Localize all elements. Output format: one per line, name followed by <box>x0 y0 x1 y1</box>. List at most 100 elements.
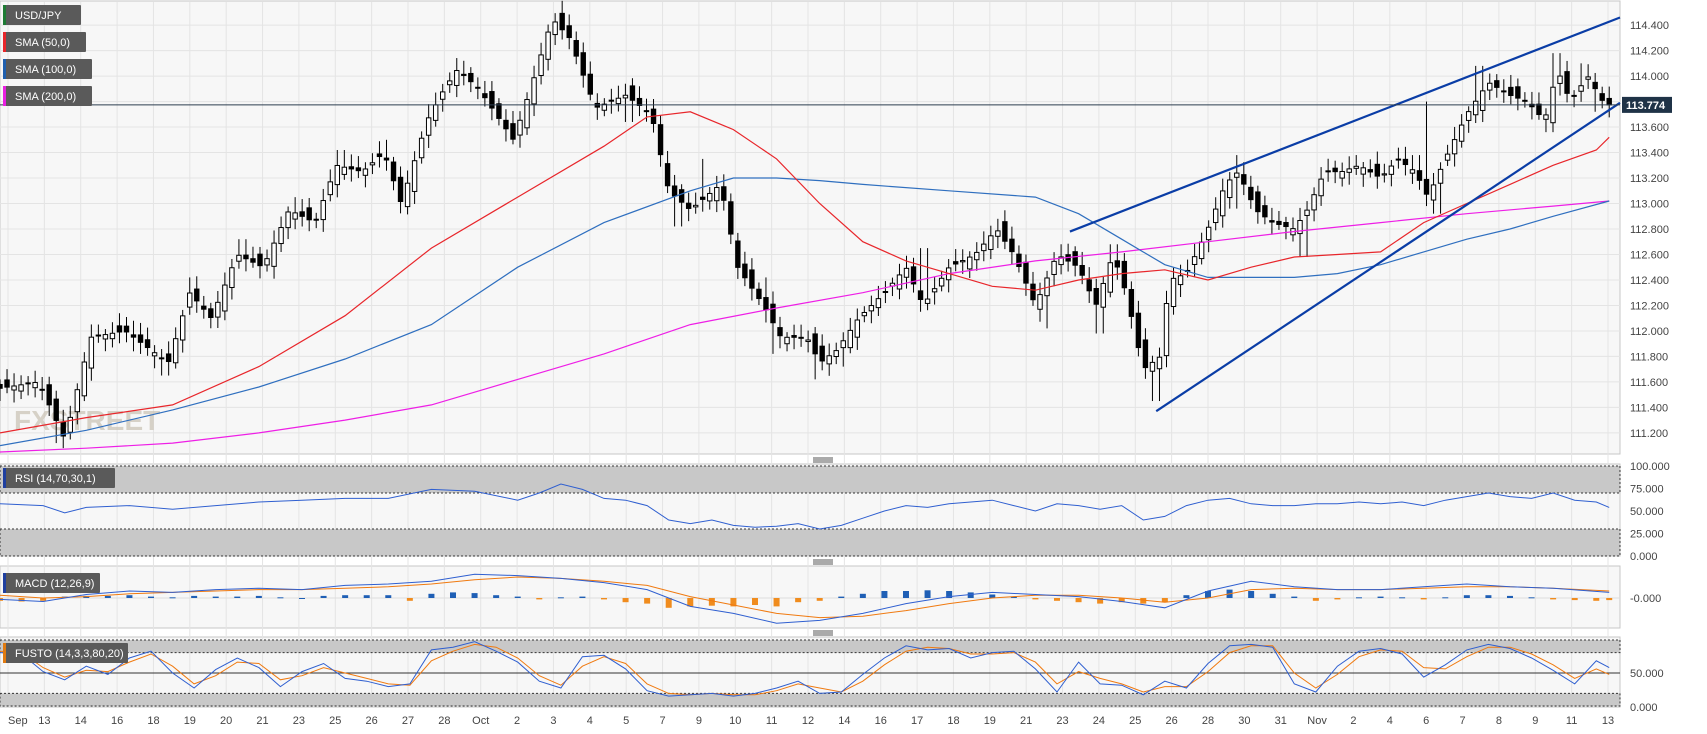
macd-hist-bar-negative <box>1593 598 1600 601</box>
candle-bull <box>236 254 242 262</box>
candle-bull <box>924 298 931 304</box>
x-tick-label: 26 <box>1166 715 1178 727</box>
macd-hist-bar-negative <box>600 598 607 600</box>
fusto-tick-label: 0.000 <box>1630 702 1658 714</box>
x-tick-label: 13 <box>1602 715 1614 727</box>
macd-hist-bar-negative <box>406 598 413 601</box>
macd-hist-bar-negative <box>730 598 737 607</box>
x-tick-label: 9 <box>1532 715 1538 727</box>
x-tick-label: 18 <box>147 715 159 727</box>
candle-bear <box>742 263 748 279</box>
candle-bull <box>1578 85 1584 92</box>
legend-usd-jpy-bg <box>3 5 81 25</box>
macd-hist-bar-positive <box>924 590 931 598</box>
candle-bull <box>1585 76 1591 80</box>
macd-hist-bar-positive <box>967 592 974 598</box>
candle-bear <box>1276 220 1282 225</box>
price-tick-label: 114.400 <box>1630 20 1669 32</box>
candle-bear <box>671 185 678 197</box>
macd-hist-bar-negative <box>708 598 715 606</box>
legend-sma-50-0-label: SMA (50,0) <box>15 37 70 49</box>
candle-bull <box>805 339 811 343</box>
candle-bull <box>1557 75 1563 84</box>
candle-bear <box>791 335 797 338</box>
macd-line <box>0 573 1610 624</box>
legend-sma-100-0[interactable]: SMA (100,0) <box>3 59 92 79</box>
candle-bull <box>180 315 186 341</box>
x-tick-label: 26 <box>366 715 378 727</box>
price-tick-label: 112.200 <box>1630 300 1669 312</box>
legend-sma-50-0[interactable]: SMA (50,0) <box>3 32 86 52</box>
candle-bull <box>903 267 910 278</box>
candle-bull <box>1149 361 1156 372</box>
candle-bear <box>130 334 137 338</box>
macd-hist-bar-negative <box>536 598 543 600</box>
candle-bull <box>538 54 544 77</box>
x-tick-label: 10 <box>729 715 741 727</box>
resize-handle-fusto[interactable] <box>813 630 833 636</box>
candle-bear <box>475 86 481 89</box>
candle-bull <box>1100 282 1106 308</box>
candle-bear <box>1114 260 1121 268</box>
macd-hist-bar-negative <box>1312 598 1319 601</box>
candle-bear <box>165 353 172 363</box>
candle-bull <box>1472 100 1479 116</box>
x-tick-label: 31 <box>1275 715 1287 727</box>
legend-usd-jpy[interactable]: USD/JPY <box>3 5 81 25</box>
macd-hist-bar-negative <box>1161 598 1168 603</box>
macd-hist-bar-positive <box>1377 596 1384 598</box>
candle-bear <box>1374 163 1381 177</box>
candle-bear <box>1522 99 1528 102</box>
candle-bear <box>1135 312 1142 349</box>
macd-hist-bar-negative <box>1097 598 1104 604</box>
legend-sma-200-0[interactable]: SMA (200,0) <box>3 86 92 106</box>
macd-hist-bar-negative <box>1053 598 1060 601</box>
macd-hist-bar-negative <box>1571 598 1578 601</box>
candle-bear <box>749 269 755 289</box>
resize-handle-macd[interactable] <box>813 559 833 565</box>
legend-fusto[interactable]: FUSTO (14,3,3,80,20) <box>3 643 128 663</box>
candle-bull <box>1051 260 1057 275</box>
candle-bull <box>1451 139 1458 155</box>
candle-bear <box>1536 103 1542 116</box>
candle-bear <box>1402 158 1409 166</box>
macd-hist-bar-negative <box>1420 598 1427 600</box>
candle-bull <box>938 277 945 287</box>
candle-bull <box>313 218 319 221</box>
candle-bear <box>1592 81 1598 90</box>
x-tick-label: 11 <box>766 715 777 727</box>
x-tick-label: 16 <box>875 715 887 727</box>
legend-macd[interactable]: MACD (12,26,9) <box>3 573 100 593</box>
macd-hist-bar-positive <box>212 596 219 598</box>
macd-tick-label: -0.000 <box>1630 593 1661 605</box>
candle-bull <box>868 305 875 312</box>
candle-bull <box>615 97 622 105</box>
macd-hist-bar-negative <box>795 598 802 603</box>
legend-rsi[interactable]: RSI (14,70,30,1) <box>3 468 115 488</box>
candle-bear <box>1079 265 1085 276</box>
resize-handle-rsi[interactable] <box>813 457 833 463</box>
candle-bull <box>1177 275 1184 286</box>
candle-bear <box>4 379 10 388</box>
x-tick-label: 30 <box>1238 715 1250 727</box>
macd-hist-bar-positive <box>1442 597 1449 599</box>
candle-bull <box>229 267 235 289</box>
x-tick-label: 27 <box>402 715 414 727</box>
candle-bull <box>1227 179 1233 199</box>
price-tick-label: 111.200 <box>1630 428 1668 440</box>
macd-hist-bar-positive <box>1010 596 1017 598</box>
candle-bull <box>833 350 839 358</box>
price-tick-label: 112.000 <box>1630 326 1669 338</box>
fusto-k-line <box>0 641 1610 697</box>
legends: USD/JPY SMA (50,0) SMA (100,0) SMA (200,0) R… <box>3 5 128 663</box>
macd-hist-bar-positive <box>1485 595 1492 598</box>
candle-bear <box>566 25 572 39</box>
candle-bull <box>1058 256 1064 266</box>
candle-bear <box>1002 221 1008 242</box>
x-tick-label: 4 <box>1387 715 1393 727</box>
legend-macd-label: MACD (12,26,9) <box>15 578 94 590</box>
x-tick-label: 6 <box>1423 715 1429 727</box>
fusto-d-line <box>0 643 1610 696</box>
legend-sma-100-0-bg <box>3 59 92 79</box>
